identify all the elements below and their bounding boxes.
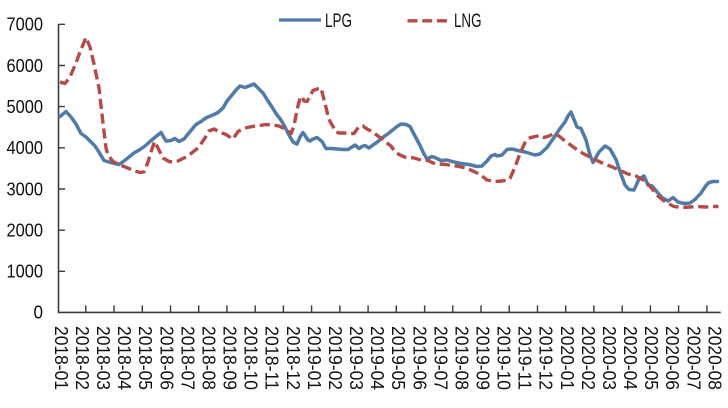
svg-text:2019-10: 2019-10 xyxy=(494,326,514,390)
svg-text:2020-03: 2020-03 xyxy=(599,326,619,390)
svg-text:2018-09: 2018-09 xyxy=(220,326,240,390)
svg-text:6000: 6000 xyxy=(7,56,44,76)
svg-text:2019-02: 2019-02 xyxy=(325,326,345,390)
svg-text:2019-12: 2019-12 xyxy=(536,326,556,390)
svg-text:2018-02: 2018-02 xyxy=(72,326,92,390)
svg-text:2018-11: 2018-11 xyxy=(262,326,282,390)
svg-text:2020-08: 2020-08 xyxy=(704,326,724,390)
svg-text:2020-06: 2020-06 xyxy=(662,326,682,390)
svg-text:5000: 5000 xyxy=(7,97,44,117)
svg-text:LNG: LNG xyxy=(454,11,482,32)
svg-text:2018-03: 2018-03 xyxy=(93,326,113,390)
svg-text:2020-05: 2020-05 xyxy=(641,326,661,390)
svg-text:2019-09: 2019-09 xyxy=(473,326,493,390)
svg-text:2019-01: 2019-01 xyxy=(304,326,324,390)
svg-text:2018-04: 2018-04 xyxy=(114,326,134,390)
svg-text:2019-08: 2019-08 xyxy=(451,326,471,390)
svg-text:3000: 3000 xyxy=(7,179,44,199)
svg-text:7000: 7000 xyxy=(7,15,44,35)
svg-text:2020-02: 2020-02 xyxy=(578,326,598,390)
svg-text:2018-10: 2018-10 xyxy=(241,326,261,390)
svg-text:0: 0 xyxy=(34,303,44,323)
svg-text:2020-01: 2020-01 xyxy=(557,326,577,390)
svg-text:2020-07: 2020-07 xyxy=(683,326,703,390)
svg-text:2018-01: 2018-01 xyxy=(51,326,71,390)
svg-text:2018-07: 2018-07 xyxy=(177,326,197,390)
svg-text:2000: 2000 xyxy=(7,221,44,241)
svg-text:4000: 4000 xyxy=(7,138,44,158)
svg-text:2019-11: 2019-11 xyxy=(515,326,535,390)
svg-text:2019-06: 2019-06 xyxy=(409,326,429,390)
svg-text:2018-08: 2018-08 xyxy=(199,326,219,390)
svg-text:LPG: LPG xyxy=(325,11,352,32)
svg-text:2019-04: 2019-04 xyxy=(367,326,387,390)
svg-text:2020-04: 2020-04 xyxy=(620,326,640,390)
svg-text:2019-07: 2019-07 xyxy=(430,326,450,390)
svg-text:2018-06: 2018-06 xyxy=(156,326,176,390)
svg-text:2018-12: 2018-12 xyxy=(283,326,303,390)
svg-text:1000: 1000 xyxy=(7,262,44,282)
svg-text:2019-05: 2019-05 xyxy=(388,326,408,390)
svg-text:2018-05: 2018-05 xyxy=(135,326,155,390)
svg-text:2019-03: 2019-03 xyxy=(346,326,366,390)
